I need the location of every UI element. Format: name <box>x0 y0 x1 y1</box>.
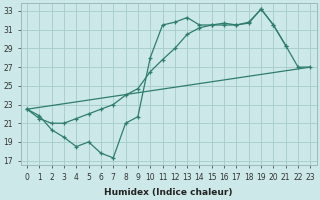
X-axis label: Humidex (Indice chaleur): Humidex (Indice chaleur) <box>104 188 233 197</box>
